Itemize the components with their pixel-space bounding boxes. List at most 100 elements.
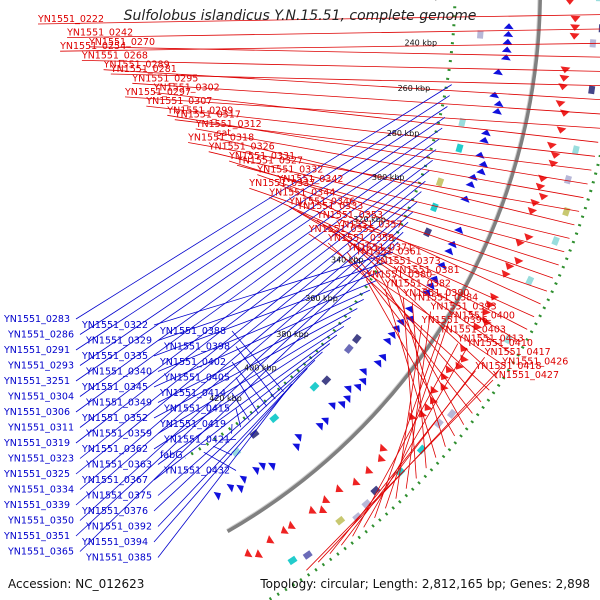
outer-gene-label: YN1551_0403: [439, 324, 506, 335]
inner-gene-label: YN1551_0351: [3, 531, 70, 542]
tick-label: 260 kbp: [398, 84, 431, 93]
feature-block: [361, 499, 372, 509]
inner-leader-line: [79, 180, 426, 459]
inner-leader-line: [157, 280, 377, 372]
outer-leader-line: [103, 69, 600, 101]
inner-leader-line: [157, 261, 388, 341]
reverse-gene-arrow: [328, 402, 336, 410]
reverse-gene-arrow: [429, 275, 439, 284]
forward-gene-arrow: [335, 484, 344, 493]
forward-gene-arrow: [266, 535, 275, 544]
feature-block: [231, 447, 242, 458]
forward-gene-arrow: [473, 322, 483, 331]
reverse-gene-arrow: [373, 360, 382, 368]
outer-gene-label: sat: [217, 128, 232, 139]
inner-gene-label: YN1551_0319: [3, 438, 70, 449]
outer-gene-label: YN1551_0222: [37, 14, 104, 25]
outer-gene-label: YN1551_0371: [346, 242, 413, 253]
feature-block: [446, 408, 457, 419]
inner-leader-line: [157, 383, 292, 558]
forward-gene-arrow: [365, 465, 374, 474]
forward-gene-arrow: [244, 548, 253, 558]
outer-gene-label: YN1551_0381: [393, 265, 460, 276]
feature-block: [435, 177, 445, 187]
accession-label: Accession: NC_012623: [8, 577, 145, 591]
outer-gene-label: YN1551_0302: [153, 83, 220, 94]
genome-backbone: [226, 0, 542, 534]
outer-gene-label: YN1551_0281: [110, 64, 177, 75]
forward-gene-arrow: [377, 453, 386, 462]
outer-leader-line: [374, 265, 465, 425]
inner-gene-label: YN1551_0385: [85, 553, 152, 564]
forward-gene-arrow: [254, 549, 263, 558]
forward-gene-arrow: [527, 207, 538, 215]
reverse-gene-arrow: [437, 262, 446, 270]
inner-gene-label: YN1551_0304: [7, 392, 74, 403]
feature-block: [588, 85, 596, 95]
outer-leader-line: [67, 28, 600, 38]
outer-gene-label: YN1551_0333: [296, 201, 363, 212]
forward-gene-arrow: [560, 109, 570, 117]
reverse-gene-arrow: [493, 68, 503, 76]
inner-gene-label: YN1551_0376: [81, 506, 148, 517]
outer-gene-label: YN1551_0380: [365, 270, 432, 281]
inner-gene-label: YN1551_0362: [81, 444, 148, 455]
reverse-gene-arrow: [359, 368, 367, 376]
reverse-gene-arrow: [468, 174, 478, 181]
forward-gene-arrow: [409, 412, 417, 421]
inner-gene-label: YN1551_0283: [3, 314, 70, 325]
forward-gene-arrow: [505, 262, 515, 270]
outer-leader-line: [60, 42, 600, 52]
tick-label: 300 kbp: [372, 173, 405, 182]
forward-gene-arrow: [483, 318, 492, 326]
outer-gene-label: YN1551_0312: [195, 119, 262, 130]
inner-gene-label: YN1551_0415: [163, 404, 230, 415]
forward-gene-arrow: [445, 365, 454, 374]
inner-gene-label: YN1551_0392: [85, 522, 152, 533]
outer-gene-label: YN1551_0410: [466, 338, 533, 349]
reverse-gene-arrow: [353, 383, 361, 392]
outer-gene-label: YN1551_0242: [66, 28, 133, 39]
forward-gene-arrow: [570, 15, 581, 23]
inner-gene-label: YN1551_0339: [3, 500, 70, 511]
inner-gene-label: YN1551_0375: [85, 491, 152, 502]
reverse-gene-arrow: [236, 484, 244, 494]
forward-gene-arrow: [555, 100, 566, 108]
outer-leader-line: [146, 105, 596, 157]
feature-block: [309, 381, 320, 392]
feature-block: [551, 236, 560, 246]
inner-leader-line: [222, 439, 237, 441]
reverse-gene-arrow: [493, 100, 504, 108]
outer-gene-label: YN1551_0361: [355, 247, 422, 258]
forward-gene-arrow: [514, 256, 524, 265]
outer-leader-line: [249, 187, 548, 292]
reverse-gene-arrow: [460, 195, 470, 203]
outer-gene-label: YN1551_0289: [103, 60, 170, 71]
outer-gene-label: YN1551_0307: [145, 96, 212, 107]
outer-leader-line: [37, 14, 600, 25]
reverse-gene-arrow: [444, 248, 454, 256]
reverse-gene-arrow: [213, 491, 221, 501]
forward-gene-arrow: [550, 151, 561, 159]
forward-gene-arrow: [308, 505, 317, 514]
forward-gene-arrow: [538, 192, 549, 201]
outer-gene-label: YN1551_0357: [335, 219, 402, 230]
tick-label: 360 kbp: [305, 294, 338, 303]
inner-gene-label: YN1551_0388: [159, 326, 226, 337]
inner-gene-label: YN1551_0365: [7, 547, 74, 558]
forward-gene-arrow: [424, 402, 433, 411]
outer-gene-label: YN1551_0353: [316, 210, 383, 221]
inner-leader-line: [153, 308, 358, 419]
reverse-gene-arrow: [396, 318, 405, 327]
forward-gene-arrow: [538, 174, 548, 183]
inner-leader-line: [231, 361, 268, 407]
outer-gene-label: YN1551_0295: [131, 73, 198, 84]
outer-leader-line: [405, 311, 431, 489]
genome-summary: Topology: circular; Length: 2,812,165 bp…: [260, 577, 590, 591]
reverse-gene-arrow: [382, 337, 391, 346]
outer-leader-line: [297, 210, 528, 330]
forward-gene-arrow: [556, 126, 567, 134]
forward-gene-arrow: [569, 32, 580, 40]
feature-block: [335, 515, 346, 526]
